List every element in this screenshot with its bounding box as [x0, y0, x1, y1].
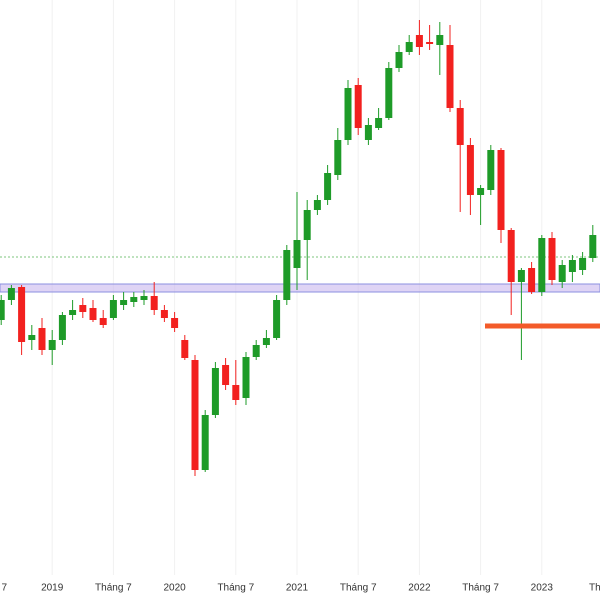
candle-body: [405, 42, 413, 52]
candle-body: [313, 200, 321, 210]
candle-body: [273, 300, 281, 338]
candle-body: [171, 318, 179, 328]
candle-body: [79, 305, 87, 312]
x-tick-label: 7: [1, 583, 7, 594]
candle-body: [568, 260, 576, 272]
candle-body: [426, 42, 434, 44]
candle-body: [395, 52, 403, 68]
x-tick-label: 2019: [41, 583, 64, 594]
candle-body: [0, 300, 5, 320]
candle-body: [222, 365, 230, 385]
x-tick-label: Th: [589, 583, 600, 594]
candle-body: [528, 268, 536, 292]
candle-body: [548, 238, 556, 280]
candle-body: [385, 68, 393, 118]
candle-body: [589, 235, 597, 258]
candle-body: [150, 296, 158, 310]
candle-body: [7, 288, 15, 300]
candle-body: [344, 88, 352, 140]
candles: [0, 20, 597, 476]
candle-body: [324, 173, 332, 200]
x-tick-label: 2022: [408, 583, 431, 594]
x-tick-label: 2023: [531, 583, 554, 594]
candle-body: [242, 357, 250, 398]
x-tick-label: 2020: [163, 583, 186, 594]
candle-body: [130, 297, 138, 302]
zone-band: [0, 283, 600, 293]
candle-body: [69, 310, 77, 315]
candle-body: [579, 258, 587, 270]
x-tick-label: 2021: [286, 583, 309, 594]
candle-body: [507, 230, 515, 282]
x-tick-label: Tháng 7: [340, 583, 377, 594]
candle-body: [160, 310, 168, 318]
candle-body: [558, 265, 566, 282]
candle-body: [364, 125, 372, 140]
candle-body: [120, 300, 128, 305]
x-tick-label: Tháng 7: [217, 583, 254, 594]
candle-body: [89, 308, 97, 320]
candle-body: [109, 300, 117, 318]
candle-body: [38, 328, 46, 350]
candle-body: [303, 210, 311, 240]
candle-body: [99, 318, 107, 325]
candle-body: [354, 85, 362, 128]
candle-body: [181, 340, 189, 358]
candle-body: [456, 108, 464, 145]
x-tick-label: Tháng 7: [95, 583, 132, 594]
candle-body: [211, 368, 219, 415]
x-tick-label: Tháng 7: [462, 583, 499, 594]
candle-body: [191, 360, 199, 470]
candle-body: [201, 415, 209, 470]
candle-body: [28, 335, 36, 340]
candle-body: [262, 338, 270, 345]
candle-body: [48, 340, 56, 350]
candle-body: [436, 35, 444, 45]
candle-body: [140, 296, 148, 300]
candle-body: [283, 250, 291, 300]
candle-body: [477, 188, 485, 195]
candle-body: [252, 345, 260, 357]
candle-body: [18, 287, 26, 342]
candle-body: [415, 35, 423, 47]
x-axis: 7 2019 Tháng 7 2020 Tháng 7 2021 Tháng 7 2022 Th…: [1, 583, 600, 594]
candle-body: [497, 150, 505, 230]
candle-body: [446, 45, 454, 108]
candle-body: [487, 150, 495, 190]
candle-body: [232, 385, 240, 400]
candle-body: [538, 238, 546, 292]
candle-body: [334, 140, 342, 175]
candle-body: [375, 118, 383, 128]
candle-body: [517, 270, 525, 282]
candle-body: [466, 145, 474, 195]
candle-body: [293, 240, 301, 268]
candle-body: [58, 315, 66, 340]
